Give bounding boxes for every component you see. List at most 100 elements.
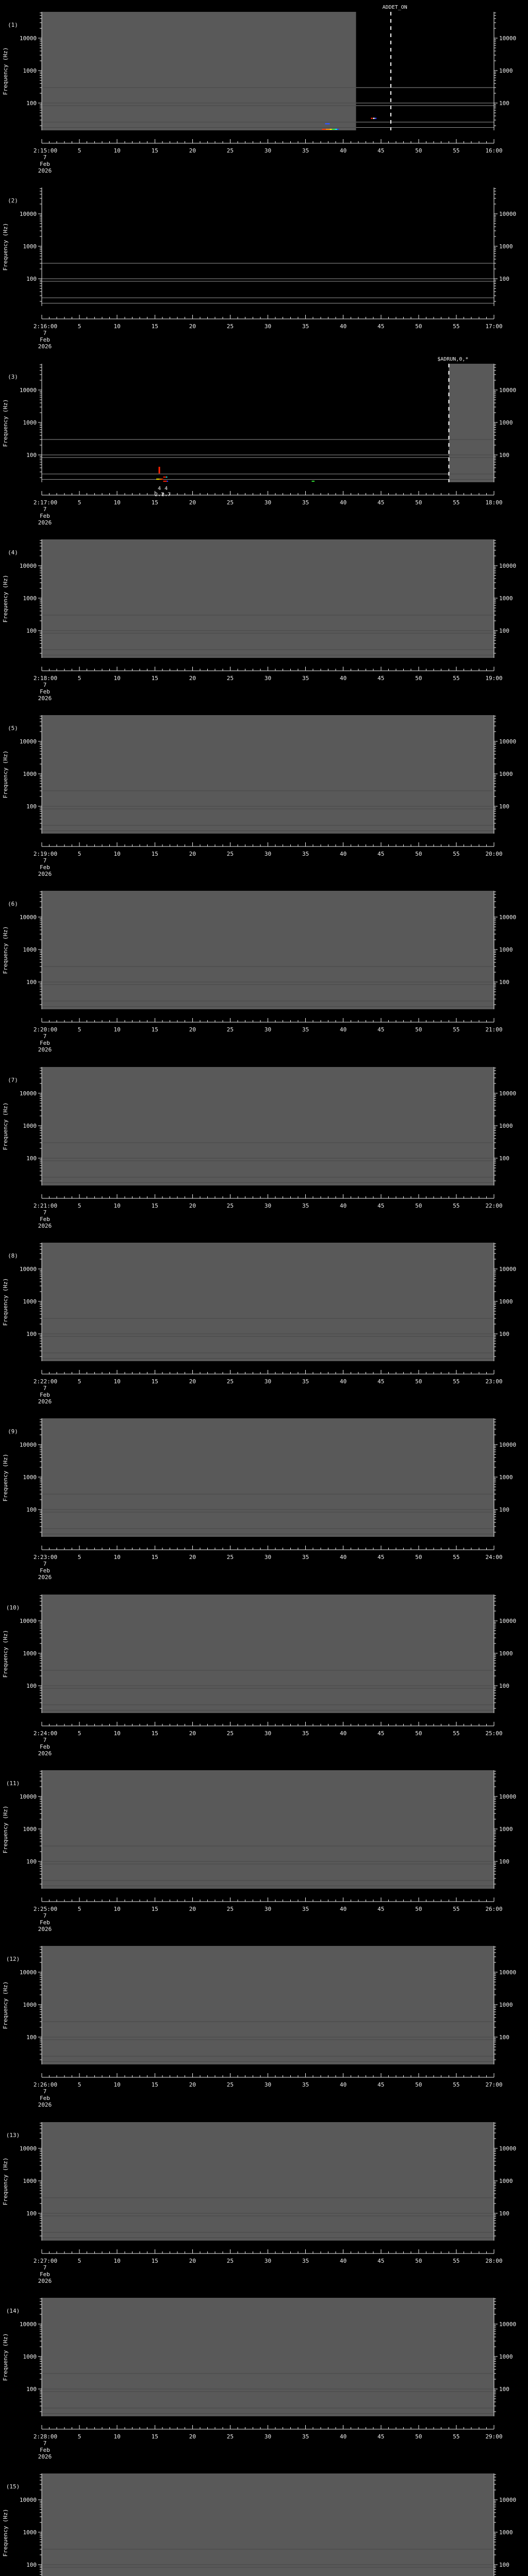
x-tick-label: 55 bbox=[453, 1554, 459, 1561]
y-tick-label: 10000 bbox=[20, 2497, 37, 2503]
x-tick-label: 25 bbox=[227, 1026, 234, 1033]
y-tick-label: 100 bbox=[499, 1683, 509, 1689]
x-tick-label: 30 bbox=[265, 675, 271, 682]
x-tick-label: 40 bbox=[340, 499, 346, 506]
y-axis-title: Frequency (Hz) bbox=[2, 223, 9, 271]
date-label: 2026 bbox=[38, 871, 52, 877]
x-tick-label: 50 bbox=[415, 2433, 422, 2440]
y-tick-label: 1000 bbox=[23, 771, 37, 777]
x-tick-label: 25 bbox=[227, 1202, 234, 1209]
x-tick-label: 5 bbox=[78, 851, 81, 857]
event-mark bbox=[166, 477, 168, 478]
panel-number-label: (10) bbox=[6, 1604, 20, 1611]
x-tick-label: 55 bbox=[453, 1730, 459, 1737]
y-tick-label: 10000 bbox=[499, 211, 516, 217]
x-tick-label: 25 bbox=[227, 851, 234, 857]
end-time-label: 23:00 bbox=[485, 1378, 502, 1385]
event-mark bbox=[326, 129, 330, 130]
start-time-label: 2:22:00 bbox=[34, 1378, 57, 1385]
start-time-label: 2:24:00 bbox=[34, 1730, 57, 1737]
panel-number-label: (3) bbox=[8, 374, 18, 380]
end-time-label: 25:00 bbox=[485, 1730, 502, 1737]
event-mark bbox=[159, 479, 162, 480]
y-tick-label: 1000 bbox=[23, 2353, 37, 2360]
coverage-block bbox=[42, 2298, 494, 2416]
date-label: 7 bbox=[43, 1912, 47, 1919]
y-tick-label: 1000 bbox=[499, 243, 513, 250]
x-tick-label: 40 bbox=[340, 147, 346, 154]
coverage-block bbox=[42, 12, 356, 130]
date-label: Feb bbox=[40, 1743, 50, 1750]
x-tick-label: 5 bbox=[78, 2258, 81, 2264]
y-tick-label: 10000 bbox=[499, 1090, 516, 1097]
date-label: 7 bbox=[43, 1737, 47, 1743]
date-label: 2026 bbox=[38, 519, 52, 526]
panel-number-label: (4) bbox=[8, 549, 18, 556]
x-tick-label: 30 bbox=[265, 499, 271, 506]
date-label: 2026 bbox=[38, 2102, 52, 2108]
spectrogram-panel-12: 100 100 1000 1000 10000 10000 Frequency (Hz) (1… bbox=[2, 1946, 516, 2108]
y-tick-label: 10000 bbox=[499, 1969, 516, 1976]
y-tick-label: 1000 bbox=[499, 2002, 513, 2008]
x-tick-label: 35 bbox=[302, 2433, 309, 2440]
end-time-label: 17:00 bbox=[485, 323, 502, 330]
y-tick-label: 10000 bbox=[499, 1793, 516, 1800]
x-tick-label: 35 bbox=[302, 1906, 309, 1912]
event-mark bbox=[375, 117, 376, 120]
x-tick-label: 50 bbox=[415, 1378, 422, 1385]
panel-number-label: (9) bbox=[8, 1428, 18, 1435]
x-tick-label: 10 bbox=[114, 1906, 121, 1912]
x-tick-label: 40 bbox=[340, 675, 346, 682]
date-label: Feb bbox=[40, 1567, 50, 1574]
x-tick-label: 15 bbox=[152, 499, 158, 506]
y-tick-label: 100 bbox=[26, 100, 37, 107]
event-mark bbox=[163, 477, 167, 478]
x-tick-label: 15 bbox=[152, 2433, 158, 2440]
x-tick-label: 50 bbox=[415, 1554, 422, 1561]
y-tick-label: 10000 bbox=[20, 1090, 37, 1097]
y-tick-label: 10000 bbox=[499, 738, 516, 745]
spectrogram-panel-14: 100 100 1000 1000 10000 10000 Frequency (Hz) (1… bbox=[2, 2298, 516, 2460]
x-tick-label: 45 bbox=[377, 499, 384, 506]
end-time-label: 19:00 bbox=[485, 675, 502, 682]
y-tick-label: 10000 bbox=[20, 914, 37, 921]
event-mark bbox=[158, 467, 160, 473]
date-label: 7 bbox=[43, 154, 47, 161]
x-tick-label: 10 bbox=[114, 499, 121, 506]
x-tick-label: 40 bbox=[340, 2258, 346, 2264]
date-label: 7 bbox=[43, 2088, 47, 2095]
y-axis-title: Frequency (Hz) bbox=[2, 1981, 9, 2029]
x-tick-label: 45 bbox=[377, 2081, 384, 2088]
x-tick-label: 20 bbox=[189, 1026, 196, 1033]
y-tick-label: 100 bbox=[26, 1858, 37, 1865]
x-tick-label: 10 bbox=[114, 675, 121, 682]
x-tick-label: 30 bbox=[265, 851, 271, 857]
x-tick-label: 30 bbox=[265, 1554, 271, 1561]
x-tick-label: 15 bbox=[152, 1554, 158, 1561]
x-tick-label: 50 bbox=[415, 2258, 422, 2264]
x-tick-label: 20 bbox=[189, 1378, 196, 1385]
y-tick-label: 100 bbox=[26, 1331, 37, 1337]
x-tick-label: 5 bbox=[78, 499, 81, 506]
x-tick-label: 30 bbox=[265, 1026, 271, 1033]
date-label: 7 bbox=[43, 506, 47, 513]
x-tick-label: 10 bbox=[114, 1378, 121, 1385]
y-tick-label: 10000 bbox=[20, 738, 37, 745]
coverage-block bbox=[42, 1067, 494, 1185]
y-axis-title: Frequency (Hz) bbox=[2, 47, 9, 95]
command-annotation-label: $ADRUN,0,* bbox=[437, 357, 468, 362]
x-tick-label: 10 bbox=[114, 851, 121, 857]
y-tick-label: 100 bbox=[499, 100, 509, 107]
panel-number-label: (13) bbox=[6, 2132, 20, 2139]
date-label: 7 bbox=[43, 857, 47, 864]
date-label: 2026 bbox=[38, 1750, 52, 1757]
y-tick-label: 1000 bbox=[23, 243, 37, 250]
x-tick-label: 50 bbox=[415, 2081, 422, 2088]
x-tick-label: 15 bbox=[152, 323, 158, 330]
x-tick-label: 35 bbox=[302, 2258, 309, 2264]
panel-number-label: (6) bbox=[8, 901, 18, 907]
x-tick-label: 30 bbox=[265, 1730, 271, 1737]
y-tick-label: 10000 bbox=[20, 1793, 37, 1800]
x-tick-label: 30 bbox=[265, 2433, 271, 2440]
x-tick-label: 35 bbox=[302, 1554, 309, 1561]
